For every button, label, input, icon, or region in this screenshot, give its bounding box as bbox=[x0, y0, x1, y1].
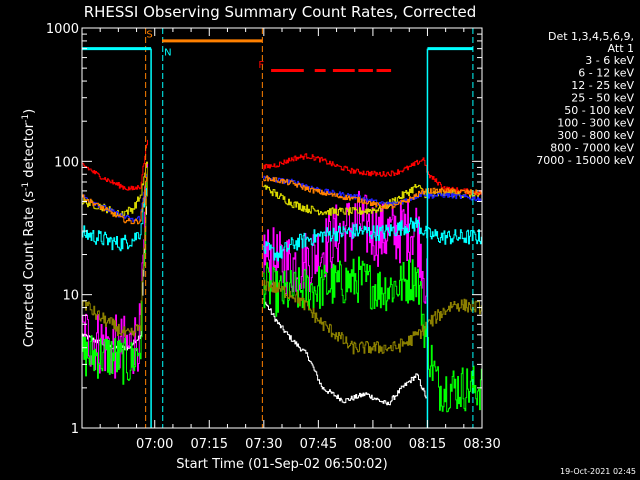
y-axis-label-part-1: Corrected Count Rate (s bbox=[22, 191, 37, 348]
y-tick-label-3: 100 bbox=[54, 155, 79, 170]
x-tick-label-5: 08:00 bbox=[354, 437, 391, 452]
legend-header-line-1: Det 1,3,4,5,6,9, bbox=[548, 30, 634, 43]
y-axis-label-part-3: ) bbox=[22, 109, 37, 114]
markers-layer: S N F bbox=[82, 28, 474, 428]
series-line-6 bbox=[82, 139, 482, 196]
legend-header-line-2: Att 1 bbox=[608, 42, 634, 55]
series-line-3 bbox=[82, 167, 482, 413]
y-tick-label-4: 1000 bbox=[46, 22, 79, 37]
series-line-9 bbox=[82, 167, 482, 355]
annotation-s: S bbox=[146, 29, 152, 40]
series-line-8 bbox=[82, 169, 482, 225]
legend-entry-9: 7000 - 15000 keV bbox=[536, 154, 634, 167]
legend-entry-2: 6 - 12 keV bbox=[578, 67, 634, 80]
series-layer bbox=[82, 139, 482, 413]
y-tick-label-1: 1 bbox=[71, 422, 79, 437]
legend-entry-1: 3 - 6 keV bbox=[585, 54, 634, 67]
x-tick-label-1: 07:00 bbox=[136, 437, 173, 452]
annotation-n: N bbox=[164, 48, 171, 59]
x-tick-label-7: 08:30 bbox=[463, 437, 500, 452]
legend-entry-3: 12 - 25 keV bbox=[571, 79, 634, 92]
y-axis-label-exp-2: -1 bbox=[21, 114, 31, 123]
chart-title: RHESSI Observing Summary Count Rates, Co… bbox=[84, 3, 477, 21]
legend-entry-6: 100 - 300 keV bbox=[557, 117, 634, 130]
legend-entry-5: 50 - 100 keV bbox=[564, 104, 634, 117]
footer-timestamp: 19-Oct-2021 02:45 bbox=[560, 467, 636, 476]
x-tick-label-6: 08:15 bbox=[409, 437, 446, 452]
x-tick-label-4: 07:45 bbox=[300, 437, 337, 452]
x-tick-label-2: 07:15 bbox=[191, 437, 228, 452]
y-axis-label-exp-1: -1 bbox=[21, 182, 31, 191]
legend-entry-7: 300 - 800 keV bbox=[557, 129, 634, 142]
legend-entry-4: 25 - 50 keV bbox=[571, 92, 634, 105]
x-axis-label: Start Time (01-Sep-02 06:50:02) bbox=[176, 457, 387, 472]
y-axis-label-part-2: detector bbox=[22, 122, 37, 182]
y-tick-label-2: 10 bbox=[62, 289, 79, 304]
y-axis-label: Corrected Count Rate (s-1 detector-1) bbox=[21, 109, 37, 347]
axes-layer: 07:00 07:15 07:30 07:45 08:00 08:15 08:30 1 10 10… bbox=[46, 22, 501, 452]
series-line-4 bbox=[82, 167, 482, 262]
legend-entry-8: 800 - 7000 keV bbox=[550, 142, 634, 155]
x-tick-label-3: 07:30 bbox=[245, 437, 282, 452]
annotation-f: F bbox=[258, 60, 264, 71]
